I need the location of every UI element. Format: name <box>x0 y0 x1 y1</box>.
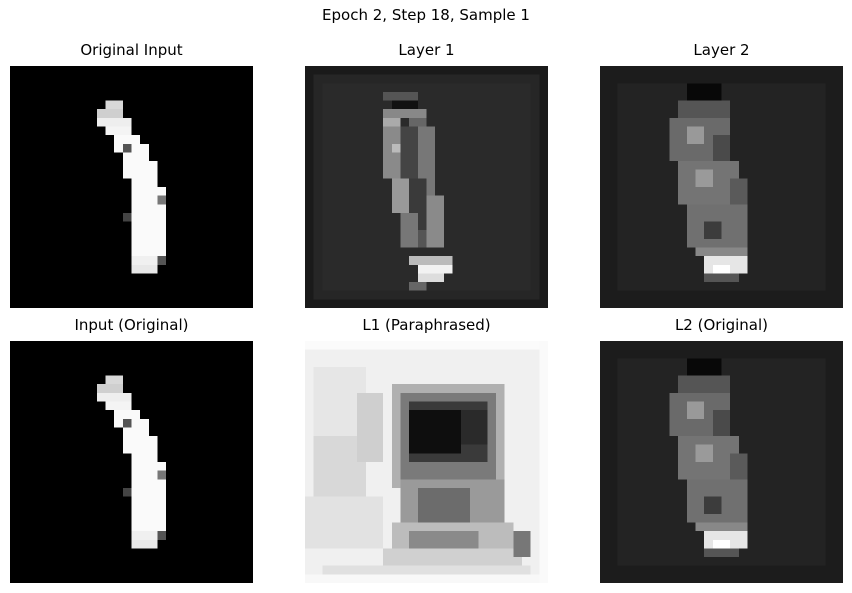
original-input-image <box>10 66 253 308</box>
panel-title-input-original: Input (Original) <box>74 316 189 334</box>
layer-2-activation-map <box>600 66 843 308</box>
panel-title-l1-paraphrased: L1 (Paraphrased) <box>362 316 491 334</box>
layer-1-activation-map <box>305 66 548 308</box>
figure-title: Epoch 2, Step 18, Sample 1 <box>322 6 530 24</box>
panel-title-layer-2: Layer 2 <box>693 41 750 59</box>
l1-paraphrased-activation-map <box>305 341 548 583</box>
panel-title-layer-1: Layer 1 <box>398 41 455 59</box>
l2-original-activation-map <box>600 341 843 583</box>
panel-title-original-input: Original Input <box>80 41 183 59</box>
input-original-image <box>10 341 253 583</box>
panel-title-l2-original: L2 (Original) <box>674 316 769 334</box>
